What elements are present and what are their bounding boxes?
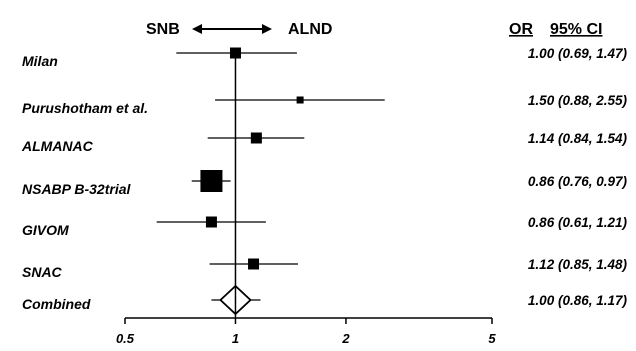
x-tick-label: 2 (341, 331, 350, 346)
point-estimate-square (248, 258, 260, 270)
x-tick-label: 1 (232, 331, 239, 346)
double-arrow-icon (192, 24, 272, 34)
x-tick-label: 0.5 (116, 331, 135, 346)
or-ci-value: 1.50 (0.88, 2.55) (528, 93, 628, 108)
study-rows: Milan 1.00 (0.69, 1.47) Purushotham et al.… (21, 46, 628, 316)
x-tick-label: 5 (488, 331, 496, 346)
study-name: SNAC (22, 264, 63, 280)
combined-name: Combined (22, 296, 91, 312)
or-ci-value: 0.86 (0.61, 1.21) (528, 215, 628, 230)
or-ci-value: 0.86 (0.76, 0.97) (528, 174, 628, 189)
or-column-header: OR (509, 21, 533, 38)
snb-label: SNB (146, 21, 180, 38)
point-estimate-square (296, 96, 304, 104)
alnd-label: ALND (288, 21, 332, 38)
study-name: ALMANAC (21, 138, 94, 154)
point-estimate-square (205, 216, 217, 228)
study-name: GIVOM (22, 222, 69, 238)
point-estimate-square (229, 47, 241, 59)
study-name: Purushotham et al. (22, 100, 148, 116)
or-ci-value: 1.00 (0.69, 1.47) (528, 46, 628, 61)
or-ci-value: 1.12 (0.85, 1.48) (528, 257, 628, 272)
ci-column-header: 95% CI (550, 21, 602, 38)
point-estimate-square (250, 132, 262, 144)
study-name: NSABP B-32trial (22, 181, 132, 197)
point-estimate-square (200, 170, 223, 192)
x-axis-ticks: 0.5 1 2 5 (116, 318, 496, 346)
or-ci-value: 1.14 (0.84, 1.54) (528, 131, 628, 146)
combined-or-ci-value: 1.00 (0.86, 1.17) (528, 293, 628, 308)
study-name: Milan (22, 53, 58, 69)
